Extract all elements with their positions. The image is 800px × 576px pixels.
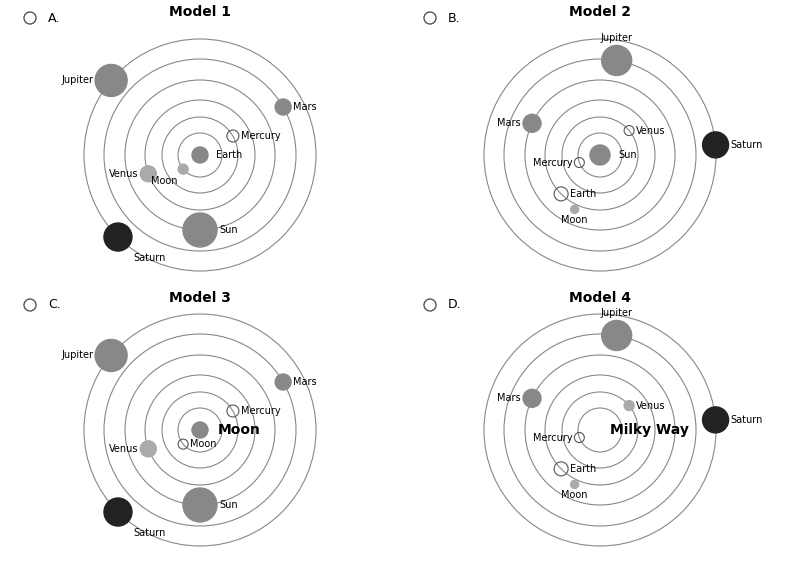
Text: Venus: Venus — [636, 400, 666, 411]
Text: Mercury: Mercury — [533, 157, 572, 168]
Text: Mars: Mars — [498, 118, 521, 128]
Text: Venus: Venus — [636, 126, 666, 135]
Circle shape — [570, 206, 578, 213]
Text: Venus: Venus — [109, 169, 138, 179]
Text: Mercury: Mercury — [533, 433, 572, 442]
Text: Model 1: Model 1 — [169, 5, 231, 19]
Circle shape — [702, 407, 729, 433]
Circle shape — [702, 132, 729, 158]
Text: Moon: Moon — [190, 439, 217, 449]
Circle shape — [624, 400, 634, 411]
Text: Earth: Earth — [570, 464, 596, 474]
Circle shape — [192, 422, 208, 438]
Circle shape — [602, 46, 632, 75]
Circle shape — [95, 339, 127, 372]
Text: Moon: Moon — [562, 215, 588, 225]
Circle shape — [523, 389, 541, 407]
Circle shape — [275, 374, 291, 390]
Text: Venus: Venus — [109, 444, 138, 454]
Text: Model 3: Model 3 — [169, 291, 231, 305]
Text: Saturn: Saturn — [730, 415, 763, 425]
Text: Mercury: Mercury — [241, 406, 281, 416]
Text: Jupiter: Jupiter — [601, 309, 633, 319]
Text: Model 4: Model 4 — [569, 291, 631, 305]
Circle shape — [275, 99, 291, 115]
Text: Sun: Sun — [618, 150, 637, 160]
Text: Mercury: Mercury — [241, 131, 281, 141]
Text: C.: C. — [48, 298, 61, 312]
Text: Saturn: Saturn — [133, 528, 166, 538]
Text: Moon: Moon — [150, 176, 177, 186]
Text: Sun: Sun — [219, 225, 238, 235]
Text: Mars: Mars — [293, 377, 317, 387]
Text: Moon: Moon — [218, 423, 261, 437]
Circle shape — [104, 498, 132, 526]
Text: A.: A. — [48, 12, 60, 25]
Text: Mars: Mars — [293, 102, 317, 112]
Circle shape — [602, 320, 632, 350]
Circle shape — [570, 480, 578, 488]
Circle shape — [104, 223, 132, 251]
Circle shape — [178, 164, 188, 174]
Circle shape — [192, 147, 208, 163]
Circle shape — [523, 114, 541, 132]
Circle shape — [95, 65, 127, 96]
Text: D.: D. — [448, 298, 462, 312]
Text: Moon: Moon — [562, 490, 588, 501]
Text: Sun: Sun — [219, 500, 238, 510]
Text: B.: B. — [448, 12, 461, 25]
Text: Jupiter: Jupiter — [61, 75, 93, 85]
Text: Earth: Earth — [216, 150, 242, 160]
Text: Saturn: Saturn — [133, 253, 166, 263]
Text: Mars: Mars — [498, 393, 521, 403]
Text: Model 2: Model 2 — [569, 5, 631, 19]
Circle shape — [590, 145, 610, 165]
Circle shape — [183, 488, 217, 522]
Text: Jupiter: Jupiter — [61, 350, 93, 361]
Text: Jupiter: Jupiter — [601, 33, 633, 43]
Text: Earth: Earth — [570, 189, 596, 199]
Circle shape — [140, 441, 156, 457]
Text: Saturn: Saturn — [730, 140, 763, 150]
Circle shape — [183, 213, 217, 247]
Text: Milky Way: Milky Way — [610, 423, 689, 437]
Circle shape — [140, 166, 156, 182]
